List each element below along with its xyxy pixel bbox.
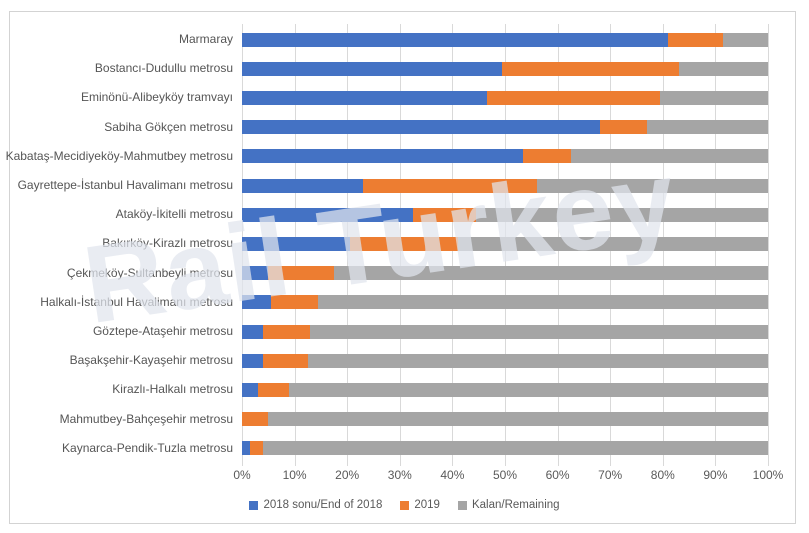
bar-segment-2018-sonu-end-of-2018 <box>242 237 350 251</box>
legend-item: 2018 sonu/End of 2018 <box>249 499 382 511</box>
category-label: Kaynarca-Pendik-Tuzla metrosu <box>62 440 233 455</box>
bar-segment-2018-sonu-end-of-2018 <box>242 353 264 368</box>
legend-label: 2018 sonu/End of 2018 <box>263 499 383 511</box>
bar-segment-2019 <box>502 61 679 76</box>
bar-segment-kalan-remaining <box>310 324 768 339</box>
bar-segment-2019 <box>249 441 264 456</box>
x-tick-label: 10% <box>282 468 307 482</box>
legend: 2018 sonu/End of 2018 2019 Kalan/Remaining <box>0 499 809 511</box>
bar-row <box>242 237 768 251</box>
bar-row <box>242 61 768 76</box>
category-label: Kirazlı-Halkalı metrosu <box>112 382 233 397</box>
legend-swatch-icon <box>400 500 410 510</box>
bar-row <box>242 412 768 427</box>
bar-segment-kalan-remaining <box>723 32 768 47</box>
bar-segment-kalan-remaining <box>263 441 768 456</box>
x-tick-label: 90% <box>703 468 728 482</box>
bar-segment-2019 <box>362 178 537 193</box>
category-label: Başakşehir-Kayaşehir metrosu <box>69 353 233 368</box>
x-tick-label: 70% <box>598 468 623 482</box>
category-label: Eminönü-Alibeyköy tramvayı <box>80 90 233 105</box>
bar-row <box>242 120 768 135</box>
bar-row <box>242 353 768 368</box>
bar-segment-2018-sonu-end-of-2018 <box>242 120 600 135</box>
bar-segment-kalan-remaining <box>678 61 768 76</box>
bar-segment-kalan-remaining <box>476 207 768 222</box>
bar-segment-2018-sonu-end-of-2018 <box>242 441 250 456</box>
legend-swatch-icon <box>457 500 467 510</box>
category-label: Sabiha Gökçen metrosu <box>104 119 233 134</box>
bar-segment-2019 <box>263 353 308 368</box>
bar-segment-kalan-remaining <box>647 120 768 135</box>
bar-row <box>242 149 768 164</box>
bar-segment-2018-sonu-end-of-2018 <box>242 266 269 281</box>
category-label: Göztepe-Ataşehir metrosu <box>92 324 233 338</box>
bar-segment-2019 <box>668 32 724 47</box>
category-label: Çekmeköy-Sultanbeyli metrosu <box>66 265 233 280</box>
legend-item: Kalan/Remaining <box>457 499 560 511</box>
category-label: Ataköy-İkitelli metrosu <box>115 207 233 222</box>
category-label: Gayrettepe-İstanbul Havalimanı metrosu <box>17 178 233 192</box>
bar-row <box>242 383 768 397</box>
bar-segment-2019 <box>523 149 571 164</box>
bar-segment-kalan-remaining <box>268 412 768 427</box>
bar-segment-kalan-remaining <box>307 353 768 368</box>
bar-segment-2019 <box>242 412 269 427</box>
bar-row <box>242 266 768 281</box>
x-tick-label: 50% <box>492 468 518 482</box>
bar-segment-2019 <box>349 237 458 251</box>
bar-segment-2018-sonu-end-of-2018 <box>242 324 264 339</box>
bar-row <box>242 324 768 339</box>
bar-segment-2019 <box>270 295 319 310</box>
category-label: Bakırköy-Kirazlı metrosu <box>102 236 233 251</box>
bar-segment-kalan-remaining <box>457 237 768 251</box>
x-tick-label: 80% <box>650 468 675 482</box>
bar-segment-2018-sonu-end-of-2018 <box>242 295 271 310</box>
bar-segment-2019 <box>257 383 290 397</box>
category-label: Bostancı-Dudullu metrosu <box>94 61 233 76</box>
bar-segment-kalan-remaining <box>318 295 768 310</box>
bar-segment-2018-sonu-end-of-2018 <box>242 178 363 193</box>
x-tick-label: 60% <box>545 468 570 482</box>
bar-segment-2018-sonu-end-of-2018 <box>242 91 487 105</box>
bar-segment-kalan-remaining <box>660 91 768 105</box>
bar-segment-kalan-remaining <box>289 383 768 397</box>
x-tick-label: 40% <box>440 468 465 482</box>
x-tick-label: 0% <box>233 468 251 482</box>
category-label: Kabataş-Mecidiyeköy-Mahmutbey metrosu <box>5 148 233 163</box>
bar-segment-2019 <box>486 91 661 105</box>
legend-label: Kalan/Remaining <box>471 499 560 511</box>
bar-segment-2018-sonu-end-of-2018 <box>242 383 258 397</box>
bar-segment-2018-sonu-end-of-2018 <box>242 61 503 76</box>
bar-row <box>242 441 768 456</box>
x-tick-label: 20% <box>335 468 360 482</box>
bar-segment-2018-sonu-end-of-2018 <box>242 207 413 222</box>
bar-segment-2019 <box>599 120 647 135</box>
legend-swatch-icon <box>249 500 259 510</box>
legend-item: 2019 <box>400 499 440 511</box>
bar-row <box>242 91 768 105</box>
legend-label: 2019 <box>414 499 440 511</box>
bar-segment-2018-sonu-end-of-2018 <box>242 32 669 47</box>
bar-segment-kalan-remaining <box>570 149 768 164</box>
x-tick-label: 30% <box>387 468 412 482</box>
bar-segment-2019 <box>263 324 311 339</box>
gridline <box>768 24 769 466</box>
bar-row <box>242 207 768 222</box>
bar-segment-2018-sonu-end-of-2018 <box>242 149 524 164</box>
bar-segment-2019 <box>412 207 477 222</box>
x-tick-label: 100% <box>752 468 784 482</box>
bar-row <box>242 32 768 47</box>
bar-row <box>242 178 768 193</box>
bar-segment-kalan-remaining <box>536 178 768 193</box>
bar-segment-kalan-remaining <box>334 266 768 281</box>
category-label: Halkalı-İstanbul Havalimanı metrosu <box>40 294 233 309</box>
category-label: Marmaray <box>178 32 233 46</box>
category-label: Mahmutbey-Bahçeşehir metrosu <box>59 411 233 426</box>
bar-row <box>242 295 768 310</box>
bar-segment-2019 <box>268 266 335 281</box>
